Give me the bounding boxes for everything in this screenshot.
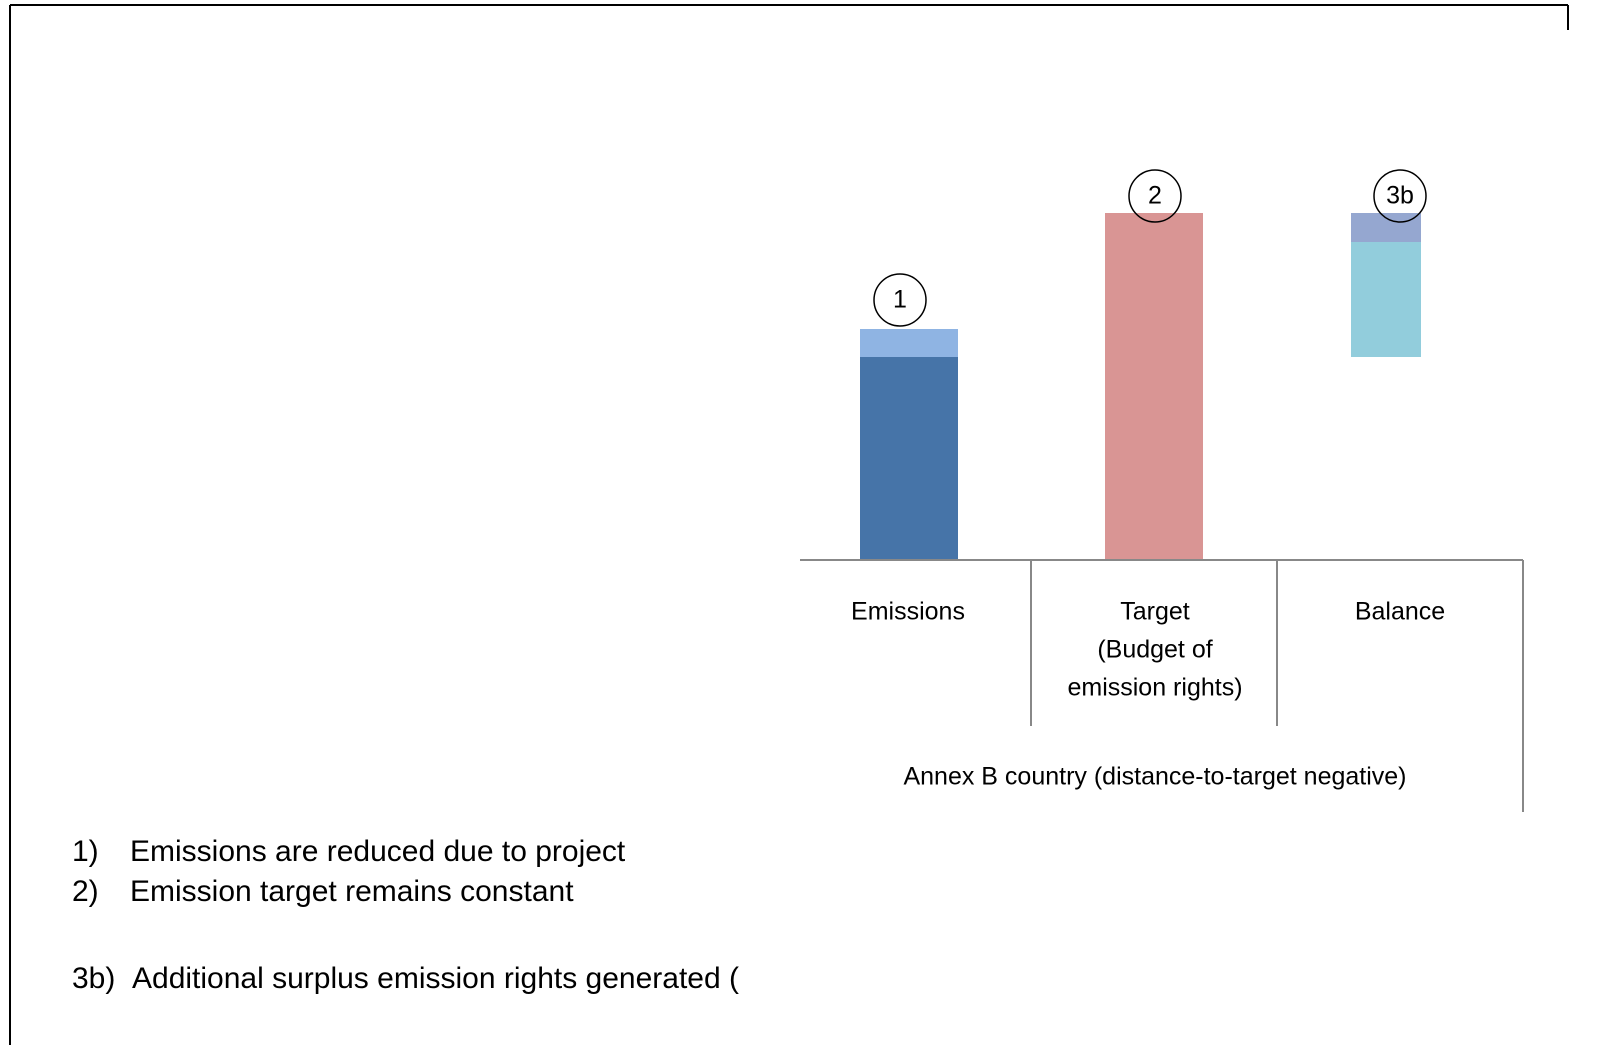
note: 3b) Additional surplus emission rights ge…	[72, 962, 739, 995]
category-labels: Emissions Target (Budget of emission rights…	[851, 598, 1445, 702]
category-label: (Budget of	[1097, 636, 1212, 664]
marker-circle	[873, 273, 927, 327]
marker-label: 1	[893, 286, 907, 314]
note-text: Additional surplus emission rights gener…	[132, 962, 739, 995]
group-label: Annex B country (distance-to-target nega…	[903, 763, 1406, 791]
balance-bar	[1351, 242, 1421, 357]
emissions-reduction	[860, 329, 958, 357]
emissions-bar	[860, 357, 958, 560]
category-label: emission rights)	[1067, 674, 1242, 702]
note-text: Emission target remains constant	[130, 875, 574, 908]
marker-label: 3b	[1386, 182, 1414, 210]
target-bar	[1105, 213, 1203, 560]
markers: 1 2 3b	[873, 169, 1427, 327]
marker-label: 2	[1148, 182, 1162, 210]
note-text: Emissions are reduced due to project	[130, 835, 626, 868]
category-label: Balance	[1355, 598, 1445, 626]
note-number: 1)	[72, 835, 99, 868]
note-number: 3b)	[72, 962, 115, 995]
marker-circle	[1128, 169, 1182, 223]
note-number: 2)	[72, 875, 99, 908]
category-label: Target	[1120, 598, 1190, 626]
notes: 1) Emissions are reduced due to project 2)…	[72, 835, 739, 995]
category-label: Emissions	[851, 598, 965, 626]
marker-circle	[1373, 169, 1427, 223]
